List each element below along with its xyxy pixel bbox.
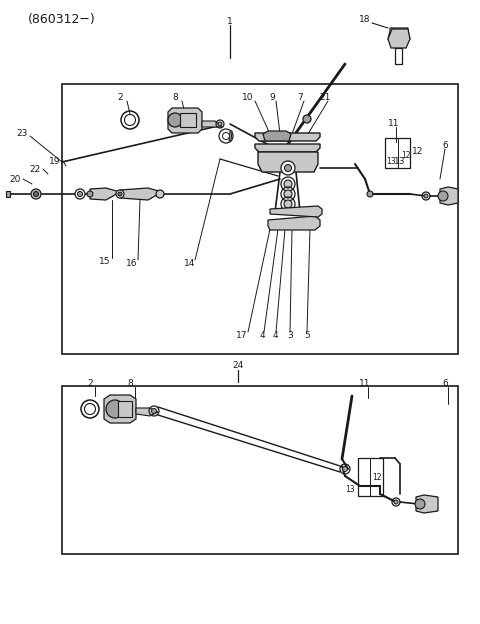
Bar xyxy=(180,113,196,127)
Bar xyxy=(358,458,383,496)
Circle shape xyxy=(77,192,83,197)
Circle shape xyxy=(218,122,222,126)
Circle shape xyxy=(415,499,425,509)
Text: (860312−): (860312−) xyxy=(28,13,96,26)
Circle shape xyxy=(31,189,41,199)
Circle shape xyxy=(156,190,164,198)
Circle shape xyxy=(106,400,124,418)
Text: 21: 21 xyxy=(319,92,331,102)
Text: 10: 10 xyxy=(242,92,254,102)
Text: 1: 1 xyxy=(227,16,233,26)
Text: 12: 12 xyxy=(372,474,382,482)
Text: 12: 12 xyxy=(412,147,424,157)
Text: 11: 11 xyxy=(388,120,400,129)
Text: 2: 2 xyxy=(117,92,123,102)
Circle shape xyxy=(284,200,292,208)
Circle shape xyxy=(285,165,291,172)
Polygon shape xyxy=(202,121,222,127)
Polygon shape xyxy=(395,48,402,64)
Circle shape xyxy=(87,191,93,197)
Circle shape xyxy=(394,500,398,504)
Text: 2: 2 xyxy=(87,379,93,389)
Circle shape xyxy=(424,194,428,198)
Polygon shape xyxy=(255,133,320,141)
Text: 18: 18 xyxy=(359,16,371,24)
Polygon shape xyxy=(388,29,410,48)
Text: 8: 8 xyxy=(127,379,133,389)
Text: 12: 12 xyxy=(401,152,411,160)
Circle shape xyxy=(168,113,182,127)
Text: 5: 5 xyxy=(304,331,310,341)
Text: 24: 24 xyxy=(232,361,244,371)
Text: 17: 17 xyxy=(236,331,248,341)
Circle shape xyxy=(438,191,448,201)
Text: 22: 22 xyxy=(29,165,41,173)
Polygon shape xyxy=(168,108,202,133)
Bar xyxy=(62,84,458,354)
Polygon shape xyxy=(255,144,320,152)
Text: 14: 14 xyxy=(184,260,196,268)
Text: 15: 15 xyxy=(99,258,111,266)
Polygon shape xyxy=(120,188,162,200)
Text: 4: 4 xyxy=(272,331,278,341)
Text: 6: 6 xyxy=(442,142,448,150)
Text: 13: 13 xyxy=(386,157,396,167)
Circle shape xyxy=(281,161,295,175)
Circle shape xyxy=(284,190,292,198)
Polygon shape xyxy=(388,28,410,39)
Text: 7: 7 xyxy=(297,92,303,102)
Polygon shape xyxy=(104,395,136,423)
Polygon shape xyxy=(263,131,291,141)
Circle shape xyxy=(303,115,311,123)
Bar xyxy=(118,401,132,417)
Polygon shape xyxy=(136,408,158,416)
Polygon shape xyxy=(6,191,10,197)
Text: 16: 16 xyxy=(126,260,138,268)
Polygon shape xyxy=(229,131,232,141)
Circle shape xyxy=(75,189,85,199)
Polygon shape xyxy=(258,152,318,172)
Circle shape xyxy=(343,467,348,472)
Text: 23: 23 xyxy=(16,130,28,139)
Circle shape xyxy=(116,190,124,198)
Text: 6: 6 xyxy=(442,379,448,389)
Polygon shape xyxy=(416,495,438,513)
Circle shape xyxy=(367,191,373,197)
Bar xyxy=(385,138,410,168)
Polygon shape xyxy=(90,188,120,200)
Circle shape xyxy=(284,180,292,188)
Text: 9: 9 xyxy=(269,92,275,102)
Text: 11: 11 xyxy=(359,379,371,389)
Text: 4: 4 xyxy=(259,331,265,341)
Polygon shape xyxy=(440,187,458,205)
Circle shape xyxy=(118,192,122,196)
Circle shape xyxy=(152,409,156,414)
Text: 19: 19 xyxy=(49,157,61,165)
Text: 13: 13 xyxy=(346,484,355,494)
Text: 13: 13 xyxy=(394,157,406,167)
Text: 3: 3 xyxy=(287,331,293,341)
Text: 20: 20 xyxy=(9,175,21,183)
Bar xyxy=(62,386,458,554)
Polygon shape xyxy=(270,206,322,217)
Polygon shape xyxy=(268,216,320,230)
Text: 8: 8 xyxy=(172,92,178,102)
Circle shape xyxy=(34,192,38,197)
